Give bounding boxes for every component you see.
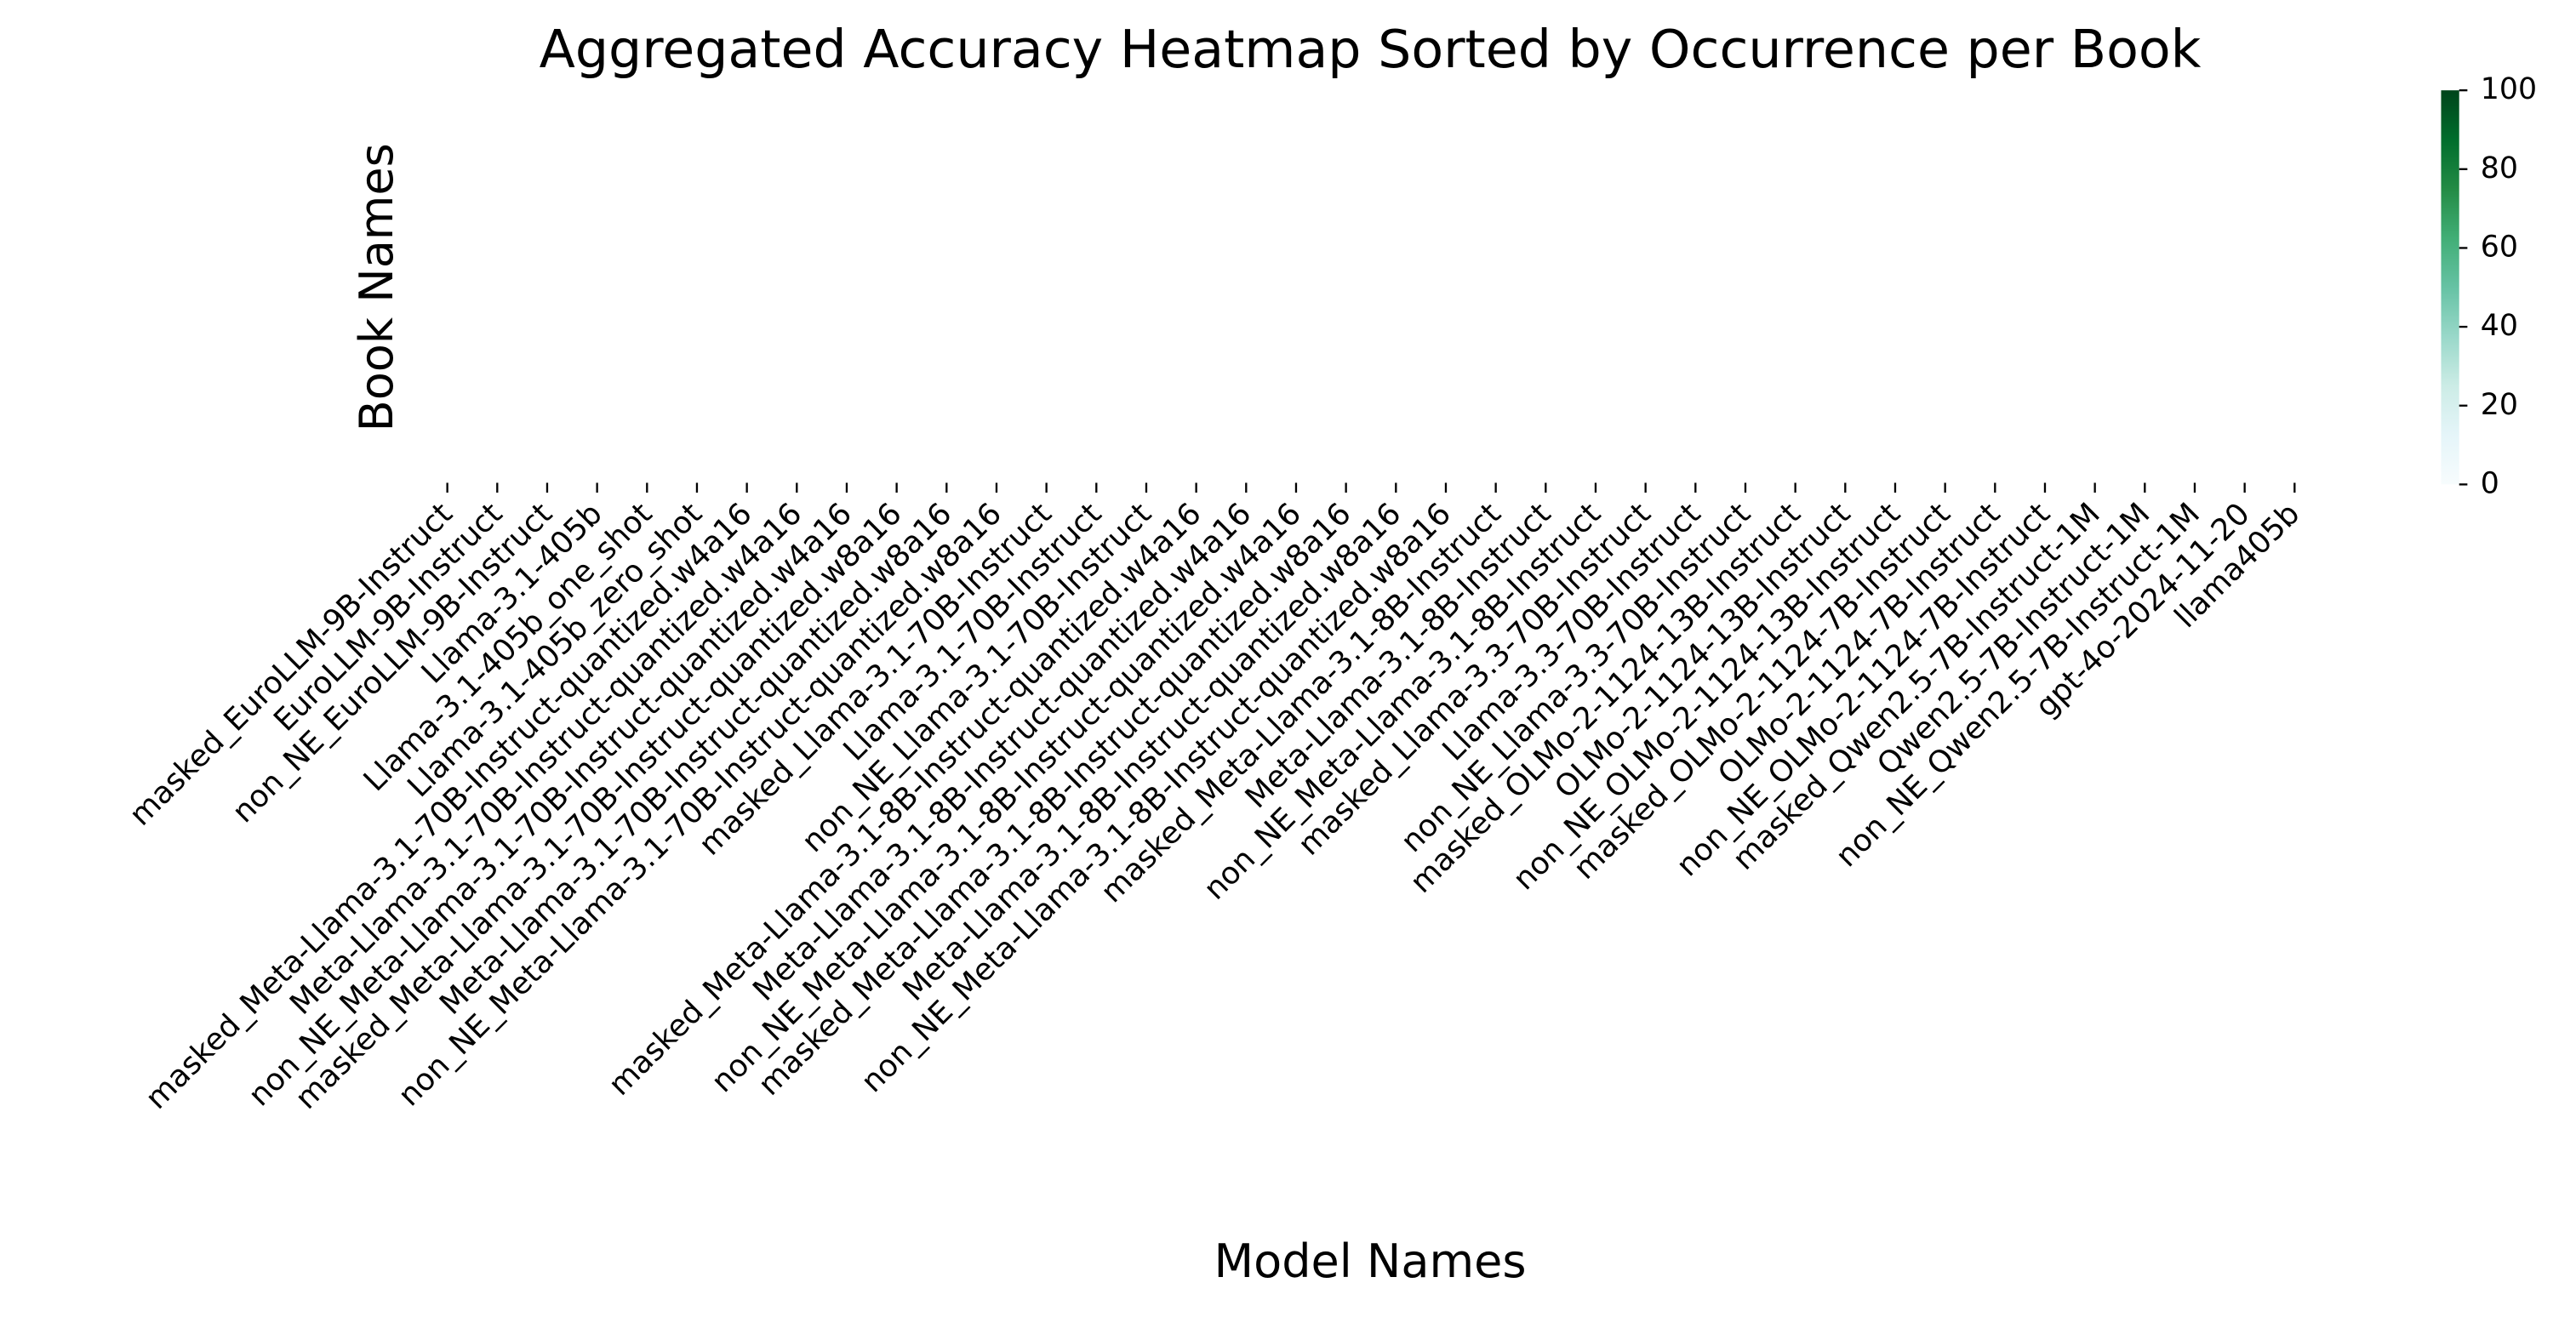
x-axis-label: Model Names (1214, 1234, 1527, 1288)
colorbar-tick-label: 0 (2481, 466, 2499, 500)
colorbar-tick-label: 60 (2481, 230, 2518, 264)
chart-title: Aggregated Accuracy Heatmap Sorted by Oc… (540, 19, 2202, 80)
y-axis-label: Book Names (350, 143, 403, 431)
colorbar-tick-label: 40 (2481, 309, 2518, 343)
colorbar-tick-label: 100 (2481, 72, 2537, 106)
colorbar (2441, 90, 2459, 485)
colorbar-tick-label: 20 (2481, 388, 2518, 422)
colorbar-tick-label: 80 (2481, 151, 2518, 185)
